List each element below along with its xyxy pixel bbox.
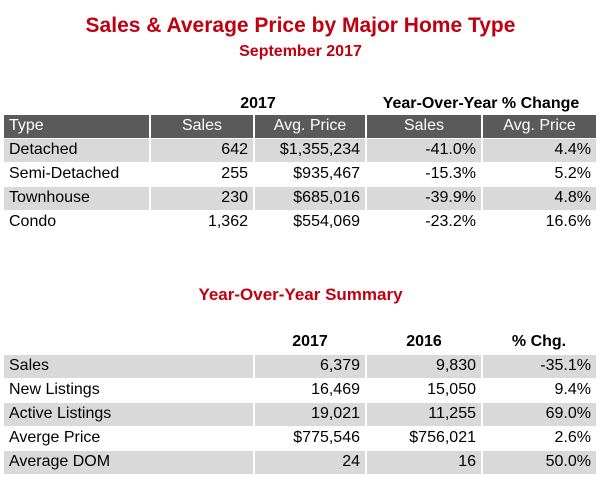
value-2017-cell: 19,021 (253, 401, 366, 426)
metric-cell: Average DOM (4, 449, 254, 474)
yoy-avg-price-cell: 4.8% (481, 185, 596, 210)
col-header-type: Type (4, 115, 150, 138)
value-2016-cell: 11,255 (365, 401, 482, 426)
report-subtitle: September 2017 (239, 43, 362, 60)
yoy-sales-cell: -41.0% (365, 137, 482, 162)
group-header-row: 2017 Year-Over-Year % Change (4, 93, 596, 115)
group-2017: 2017 (150, 93, 366, 115)
table-row: Semi-Detached 255 $935,467 -15.3% 5.2% (4, 161, 596, 186)
type-cell: Townhouse (4, 185, 150, 210)
metric-cell: Averge Price (4, 425, 254, 450)
pct-chg-cell: 9.4% (481, 377, 596, 402)
table-row: Townhouse 230 $685,016 -39.9% 4.8% (4, 185, 596, 210)
metric-cell: Active Listings (4, 401, 254, 426)
group-yoy: Year-Over-Year % Change (366, 93, 596, 115)
table-row: Detached 642 $1,355,234 -41.0% 4.4% (4, 137, 596, 162)
summary-row: Active Listings 19,021 11,255 69.0% (4, 401, 596, 426)
pct-chg-cell: -35.1% (481, 353, 596, 378)
summary-header-2016: 2016 (366, 330, 482, 354)
summary-title: Year-Over-Year Summary (198, 285, 403, 304)
summary-row: Sales 6,379 9,830 -35.1% (4, 353, 596, 378)
table-row: Condo 1,362 $554,069 -23.2% 16.6% (4, 209, 596, 234)
col-header-avg-price: Avg. Price (253, 115, 366, 138)
summary-row: New Listings 16,469 15,050 9.4% (4, 377, 596, 402)
col-header-yoy-sales: Sales (365, 115, 482, 138)
value-2017-cell: 6,379 (253, 353, 366, 378)
value-2016-cell: $756,021 (365, 425, 482, 450)
summary-row: Averge Price $775,546 $756,021 2.6% (4, 425, 596, 450)
summary-header-2017: 2017 (254, 330, 366, 354)
avg-price-cell: $554,069 (253, 209, 366, 234)
home-type-table: 2017 Year-Over-Year % Change Type Sales … (4, 93, 596, 234)
yoy-sales-cell: -23.2% (365, 209, 482, 234)
yoy-avg-price-cell: 4.4% (481, 137, 596, 162)
pct-chg-cell: 50.0% (481, 449, 596, 474)
metric-cell: New Listings (4, 377, 254, 402)
yoy-sales-cell: -15.3% (365, 161, 482, 186)
col-header-sales: Sales (149, 115, 254, 138)
yoy-avg-price-cell: 5.2% (481, 161, 596, 186)
summary-header-label (4, 330, 254, 354)
column-header-row: Type Sales Avg. Price Sales Avg. Price (4, 115, 596, 138)
summary-header-pct-chg: % Chg. (482, 330, 596, 354)
type-cell: Detached (4, 137, 150, 162)
value-2016-cell: 16 (365, 449, 482, 474)
summary-header-row: 2017 2016 % Chg. (4, 330, 596, 354)
avg-price-cell: $935,467 (253, 161, 366, 186)
value-2016-cell: 15,050 (365, 377, 482, 402)
value-2016-cell: 9,830 (365, 353, 482, 378)
summary-table: 2017 2016 % Chg. Sales 6,379 9,830 -35.1… (4, 330, 596, 474)
sales-cell: 642 (149, 137, 254, 162)
pct-chg-cell: 2.6% (481, 425, 596, 450)
col-header-yoy-avg-price: Avg. Price (481, 115, 596, 138)
sales-cell: 1,362 (149, 209, 254, 234)
summary-row: Average DOM 24 16 50.0% (4, 449, 596, 474)
value-2017-cell: 24 (253, 449, 366, 474)
sales-cell: 230 (149, 185, 254, 210)
type-cell: Semi-Detached (4, 161, 150, 186)
value-2017-cell: $775,546 (253, 425, 366, 450)
pct-chg-cell: 69.0% (481, 401, 596, 426)
yoy-avg-price-cell: 16.6% (481, 209, 596, 234)
metric-cell: Sales (4, 353, 254, 378)
sales-cell: 255 (149, 161, 254, 186)
avg-price-cell: $1,355,234 (253, 137, 366, 162)
yoy-sales-cell: -39.9% (365, 185, 482, 210)
type-cell: Condo (4, 209, 150, 234)
value-2017-cell: 16,469 (253, 377, 366, 402)
group-spacer (4, 93, 150, 115)
avg-price-cell: $685,016 (253, 185, 366, 210)
report-title: Sales & Average Price by Major Home Type (85, 14, 516, 37)
